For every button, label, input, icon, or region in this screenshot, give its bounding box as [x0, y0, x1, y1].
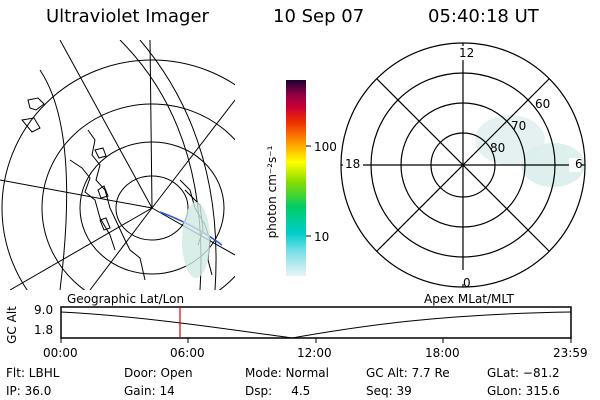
mode-info: Mode: Normal	[245, 366, 329, 380]
gc-alt-info: GC Alt: 7.7 Re	[366, 366, 450, 380]
mlt-label-18: 18	[345, 157, 361, 171]
seq-info: Seq: 39	[366, 384, 412, 398]
ip-info: IP: 36.0	[6, 384, 52, 398]
filter-info: Flt: LBHL	[6, 366, 60, 380]
mlt-label-0: 0	[463, 276, 471, 290]
mlt-label-12: 12	[459, 46, 475, 60]
xtick-1200: 12:00	[297, 346, 332, 360]
xtick-1800: 18:00	[425, 346, 460, 360]
altitude-plot	[60, 306, 572, 343]
instrument-title: Ultraviolet Imager	[46, 6, 209, 27]
color-bar	[286, 80, 311, 276]
ytick-9: 9.0	[34, 303, 54, 317]
xtick-2359: 23:59	[553, 346, 588, 360]
date-label: 10 Sep 07	[273, 6, 365, 27]
geographic-map	[0, 40, 235, 290]
door-info: Door: Open	[124, 366, 193, 380]
dsp-info: Dsp: 4.5	[245, 384, 311, 398]
xtick-0600: 06:00	[170, 346, 205, 360]
colorbar-tick-10: 10	[314, 230, 330, 244]
geographic-label: Geographic Lat/Lon	[67, 292, 185, 306]
polar-mlt-plot	[340, 42, 586, 288]
lat-label-70: 70	[511, 119, 527, 133]
glat-info: GLat: −81.2	[487, 366, 560, 380]
xtick-0000: 00:00	[43, 346, 78, 360]
lat-label-80: 80	[490, 141, 506, 155]
colorbar-tick-100: 100	[314, 140, 337, 154]
glon-info: GLon: 315.6	[487, 384, 560, 398]
mlt-label-6: 6	[575, 157, 583, 171]
gc-alt-axis-label: GC Alt	[5, 306, 19, 344]
ytick-1-8: 1.8	[34, 323, 54, 337]
gain-info: Gain: 14	[124, 384, 175, 398]
time-label: 05:40:18 UT	[428, 6, 539, 27]
lat-label-60: 60	[535, 97, 551, 111]
colorbar-unit-label: photon cm⁻²s⁻¹	[265, 145, 279, 239]
apex-label: Apex MLat/MLT	[424, 292, 514, 306]
